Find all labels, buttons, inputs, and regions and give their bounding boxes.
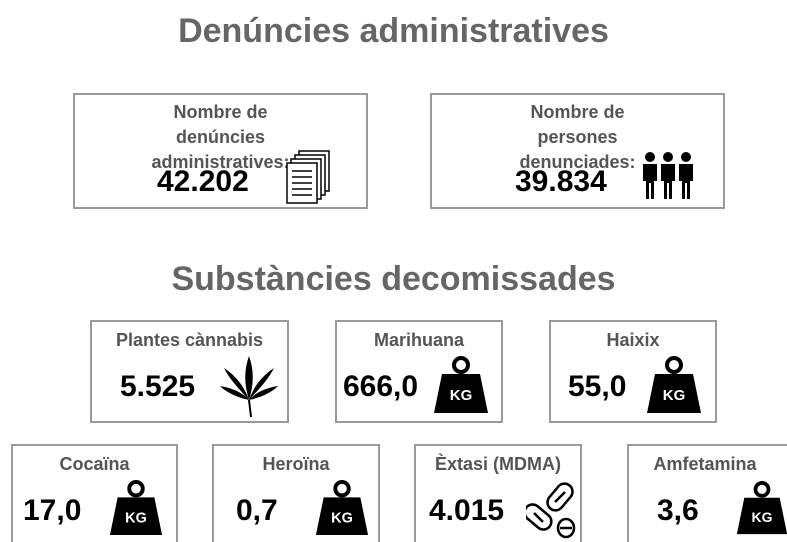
stat-card: Heroïna 0,7 KG <box>212 444 380 542</box>
stat-card: Marihuana 666,0 KG <box>335 320 503 423</box>
weight-label: KG <box>752 509 773 525</box>
card-value: 39.834 <box>515 165 607 198</box>
card-label: Plantes cànnabis <box>115 330 264 350</box>
cannabis-icon <box>220 356 278 417</box>
weight-icon: KG <box>315 480 369 536</box>
card-value: 17,0 <box>23 494 82 527</box>
card-value: 55,0 <box>568 370 627 403</box>
card-value: 5.525 <box>120 370 196 403</box>
card-label: Haixix <box>606 330 660 350</box>
card-label: Cocaïna <box>59 454 130 474</box>
card-label: Heroïna <box>262 454 330 474</box>
weight-icon: KG <box>647 356 701 413</box>
card-value: 3,6 <box>657 494 699 527</box>
documents-icon <box>286 150 330 204</box>
weight-label: KG <box>450 387 473 404</box>
section-title: Substàncies decomissades <box>171 260 616 298</box>
stat-card: Amfetamina 3,6 KG <box>627 444 787 542</box>
stat-card: Haixix 55,0 KG <box>549 320 717 423</box>
people-icon <box>643 152 693 199</box>
weight-icon: KG <box>109 480 163 536</box>
card-label: Nombre de persones denunciades: <box>519 102 636 172</box>
card-label: Nombre de denúncies administratives: <box>151 102 290 172</box>
weight-icon: KG <box>434 356 488 413</box>
stat-card: Nombre de denúncies administratives: 42.… <box>73 93 368 209</box>
card-label: Èxtasi (MDMA) <box>434 454 561 474</box>
pills-icon <box>526 482 576 539</box>
card-value: 0,7 <box>236 494 278 527</box>
weight-label: KG <box>125 510 147 526</box>
weight-label: KG <box>331 510 353 526</box>
card-value: 666,0 <box>343 370 419 403</box>
stat-card: Èxtasi (MDMA) 4.015 <box>414 444 582 542</box>
stat-card: Plantes cànnabis 5.525 <box>90 320 289 423</box>
stat-card: Nombre de persones denunciades: 39.834 <box>430 93 725 209</box>
card-value: 4.015 <box>429 494 505 527</box>
card-label: Marihuana <box>373 330 465 350</box>
section-title: Denúncies administratives <box>178 12 609 50</box>
weight-label: KG <box>663 387 686 404</box>
weight-icon: KG <box>736 481 787 535</box>
card-value: 42.202 <box>157 165 249 198</box>
stat-card: Cocaïna 17,0 KG <box>11 444 178 542</box>
card-label: Amfetamina <box>653 454 757 474</box>
